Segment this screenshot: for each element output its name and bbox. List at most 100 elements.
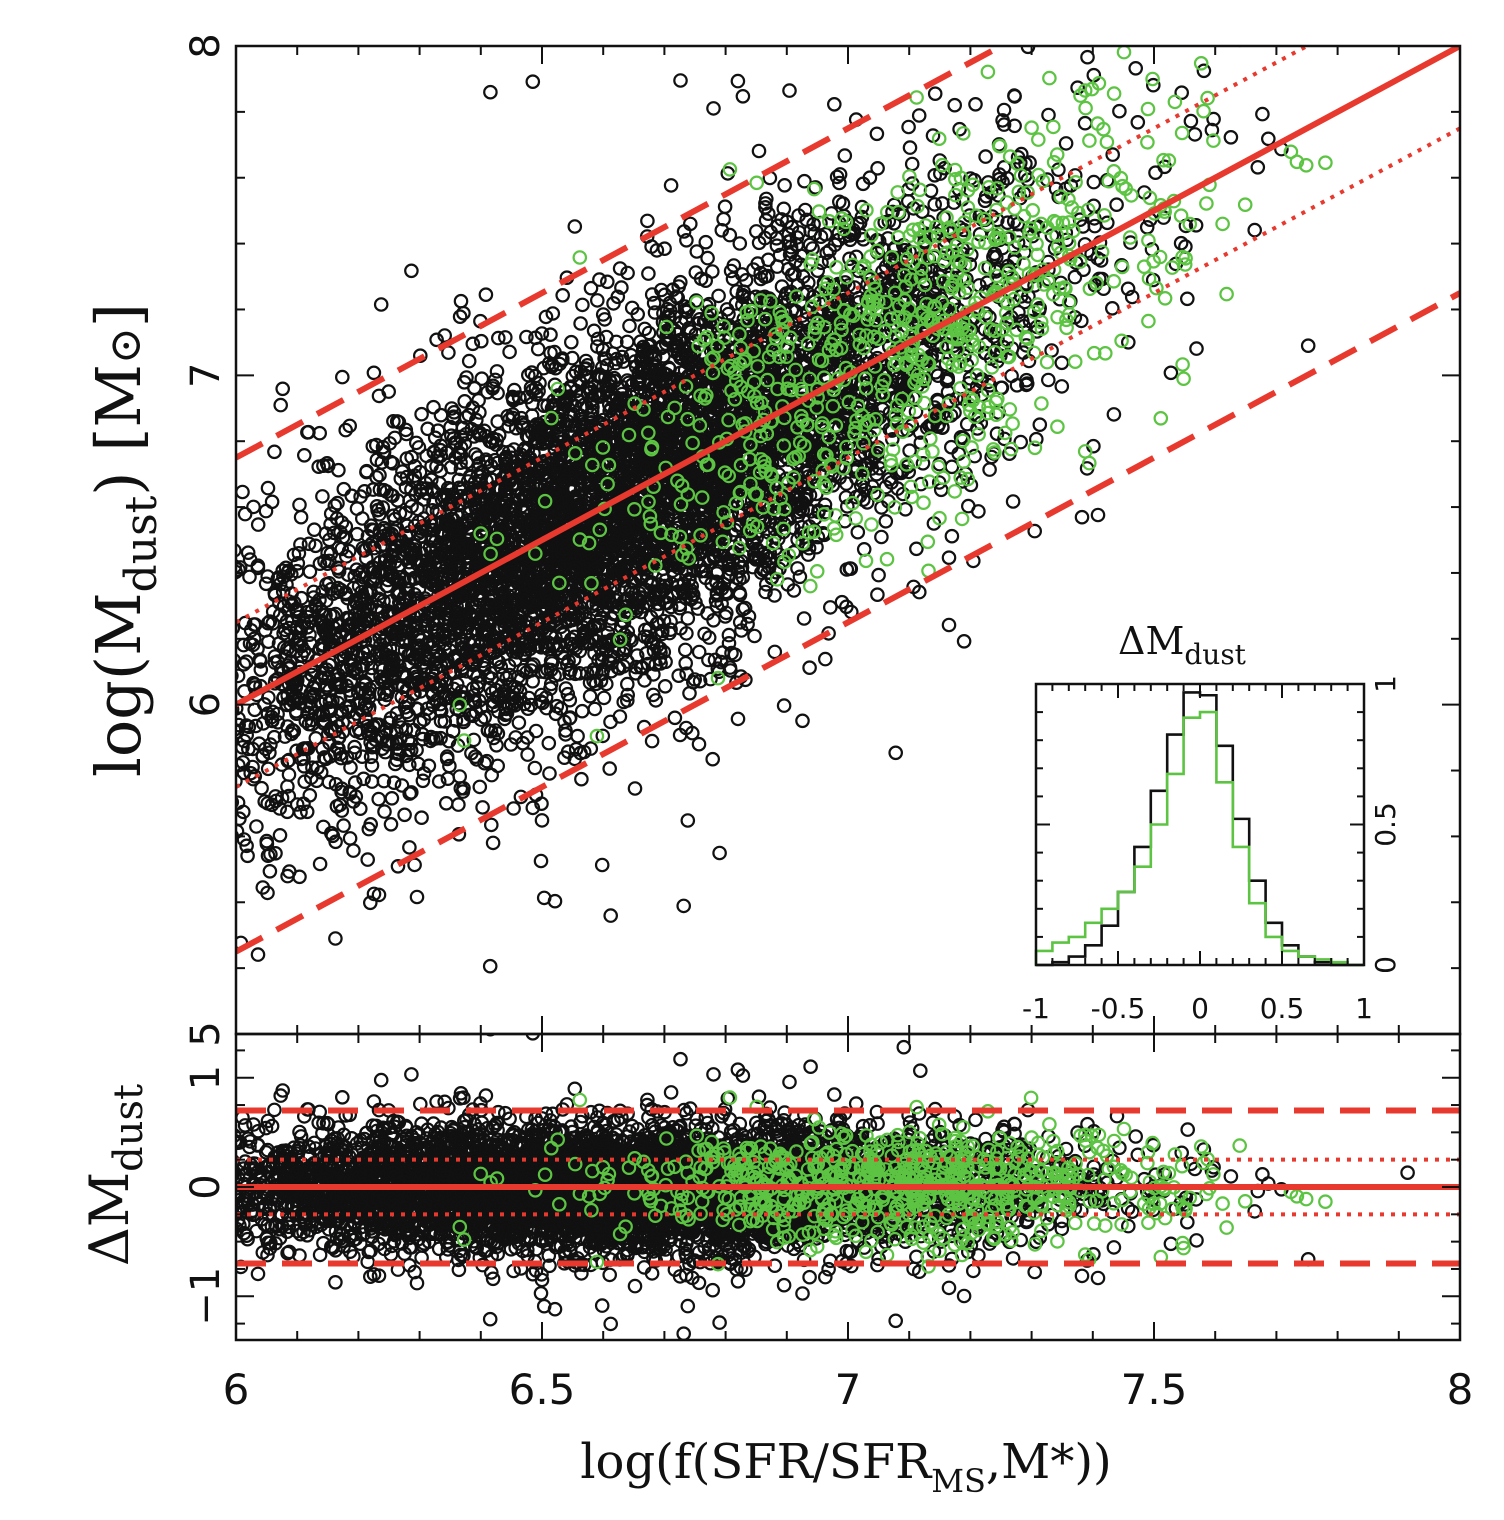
scatter-point-black <box>389 538 404 553</box>
scatter-point-black <box>717 199 733 214</box>
scatter-point-black <box>299 804 315 820</box>
scatter-point-black <box>349 526 365 542</box>
scatter-point-black <box>592 272 607 287</box>
scatter-point-black <box>527 760 543 776</box>
scatter-point-black <box>366 571 382 587</box>
scatter-point-black <box>420 421 435 437</box>
scatter-point-black <box>591 388 606 403</box>
scatter-point-black <box>564 350 580 366</box>
scatter-point-black <box>410 756 426 772</box>
scatter-point-black <box>1300 338 1316 353</box>
scatter-point-black <box>478 287 494 302</box>
scatter-point-black <box>996 102 1012 118</box>
scatter-point-black <box>802 660 817 675</box>
scatter-point-black <box>1076 262 1091 277</box>
scatter-point-black <box>706 101 721 116</box>
scatter-point-black <box>475 800 490 815</box>
scatter-point-black <box>318 751 334 767</box>
scatter-point-black <box>250 517 266 532</box>
scatter-point-black <box>247 702 262 718</box>
scatter-point-black <box>316 819 331 835</box>
scatter-point-black <box>554 645 570 661</box>
scatter-point-black <box>364 774 380 789</box>
scatter-point-black <box>888 745 903 761</box>
scatter-point-black <box>456 711 471 727</box>
scatter-point-black <box>555 287 570 303</box>
scatter-point-black <box>578 353 594 369</box>
scatter-point-black <box>239 654 254 669</box>
scatter-point-black <box>1111 11 1123 23</box>
scatter-point-black <box>627 781 643 796</box>
scatter-point-black <box>349 562 364 577</box>
scatter-point-black <box>352 801 368 816</box>
scatter-point-black <box>792 569 808 585</box>
scatter-point-black <box>693 544 709 560</box>
scatter-point-black <box>696 314 712 329</box>
scatter-point-black <box>289 797 305 812</box>
scatter-point-black <box>451 472 467 488</box>
scatter-point-black <box>871 567 886 583</box>
scatter-point-black <box>446 664 461 680</box>
scatter-point-black <box>732 236 748 251</box>
scatter-point-black <box>1109 197 1124 212</box>
scatter-point-black <box>502 344 517 360</box>
scatter-point-black <box>1250 160 1266 175</box>
scatter-point-black <box>767 644 783 660</box>
scatter-point-black <box>1000 215 1015 230</box>
scatter-point-black <box>869 126 885 142</box>
scatter-point-black <box>438 795 454 811</box>
scatter-point-black <box>236 562 246 577</box>
scatter-point-black <box>384 790 400 806</box>
scatter-point-black <box>1019 338 1034 353</box>
scatter-point-black <box>1070 80 1085 95</box>
scatter-point-black <box>431 774 447 789</box>
scatter-point-black <box>680 611 696 626</box>
scatter-point-black <box>331 462 346 478</box>
scatter-point-black <box>747 628 762 644</box>
scatter-point-black <box>909 541 924 557</box>
scatter-point-black <box>901 119 916 135</box>
scatter-point-black <box>1123 235 1138 250</box>
scatter-point-black <box>1080 49 1095 65</box>
scatter-point-black <box>326 525 342 541</box>
scatter-point-black <box>723 663 738 678</box>
scatter-point-black <box>730 711 746 727</box>
scatter-point-black <box>601 388 617 404</box>
scatter-point-black <box>1077 115 1093 131</box>
scatter-point-black <box>616 694 631 710</box>
scatter-point-black <box>456 305 471 321</box>
scatter-point-black <box>644 733 660 749</box>
scatter-point-black <box>482 958 498 974</box>
scatter-point-black <box>286 547 302 563</box>
scatter-point-black <box>300 647 315 663</box>
scatter-point-black <box>1106 407 1122 422</box>
scatter-point-black <box>530 341 546 357</box>
scatter-point-black <box>451 797 466 812</box>
scatter-point-black <box>1121 334 1136 350</box>
scatter-point-black <box>937 160 952 176</box>
scatter-point-black <box>308 538 323 554</box>
scatter-point-black <box>266 729 282 745</box>
scatter-point-black <box>525 800 541 816</box>
scatter-point-black <box>519 389 535 405</box>
scatter-point-black <box>791 208 806 223</box>
scatter-point-black <box>870 587 885 602</box>
scatter-point-black <box>460 474 476 489</box>
scatter-point-black <box>469 679 485 695</box>
scatter-point-black <box>668 289 684 304</box>
scatter-point-black <box>240 545 256 560</box>
scatter-point-black <box>1183 113 1199 129</box>
scatter-point-black <box>818 504 834 520</box>
scatter-point-black <box>336 481 352 497</box>
scatter-point-black <box>1067 269 1083 285</box>
scatter-point-black <box>941 617 957 633</box>
scatter-point-black <box>554 351 570 366</box>
scatter-point-black <box>735 569 751 585</box>
scatter-point-black <box>421 758 437 774</box>
scatter-point-black <box>250 947 266 962</box>
scatter-point-black <box>927 197 942 212</box>
scatter-point-black <box>915 455 931 471</box>
scatter-point-black <box>682 571 697 587</box>
scatter-point-black <box>1180 291 1195 307</box>
scatter-point-black <box>667 710 683 726</box>
